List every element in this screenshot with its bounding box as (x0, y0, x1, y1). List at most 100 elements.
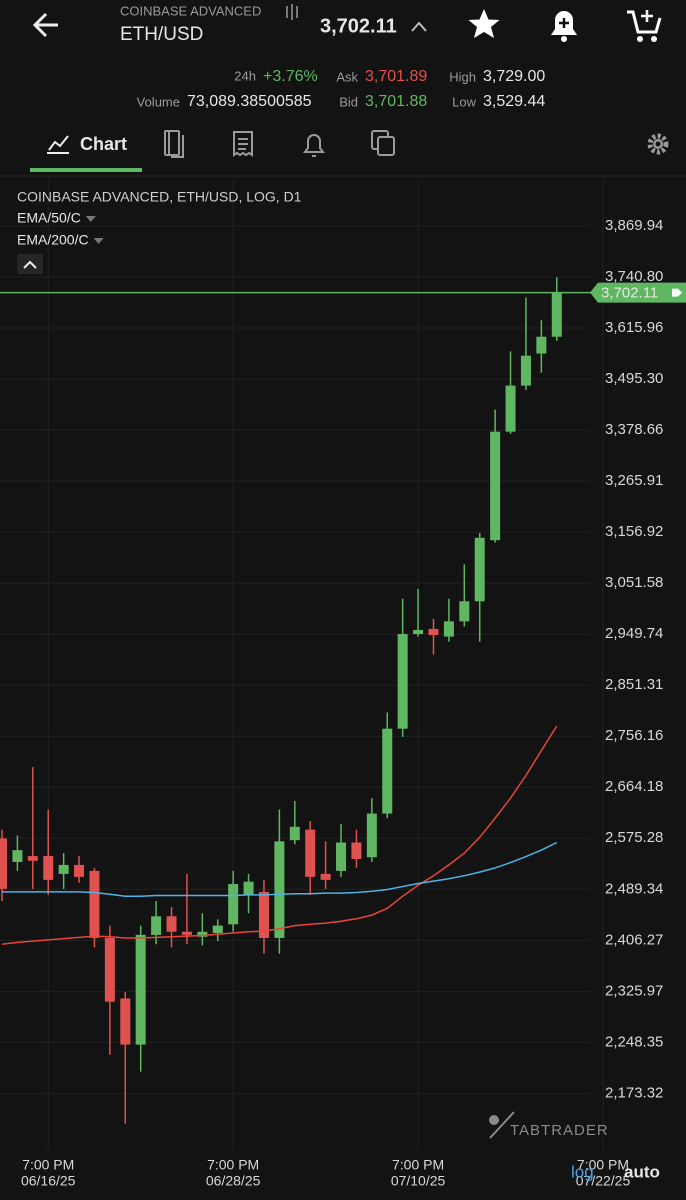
y-tick-label: 2,851.31 (605, 676, 663, 693)
x-tick-label: 7:00 PM (392, 1157, 444, 1173)
candle-body (197, 931, 208, 937)
candle-body (151, 916, 162, 935)
chart-title: COINBASE ADVANCED, ETH/USD, LOG, D1 (17, 189, 302, 205)
x-tick-label: 7:00 PM (577, 1157, 629, 1173)
stat-value: 73,089.38500585 (187, 93, 312, 110)
y-tick-label: 3,156.92 (605, 523, 663, 540)
cart-button[interactable] (627, 10, 662, 42)
y-tick-label: 2,949.74 (605, 625, 663, 642)
candle-body (258, 891, 269, 938)
ema-line (2, 841, 558, 897)
exchange: COINBASE ADVANCED (120, 3, 261, 18)
stat-label: Bid (339, 94, 358, 109)
stat-label: Low (452, 94, 476, 109)
tab-label: Chart (80, 134, 127, 154)
candle-body (166, 916, 177, 932)
plot (0, 277, 562, 1124)
candle-body (0, 838, 7, 889)
back-button[interactable] (32, 12, 58, 38)
favorite-button[interactable] (468, 9, 500, 38)
stat-value: 3,729.00 (483, 68, 545, 85)
alerts-tab[interactable] (303, 134, 325, 157)
stat-value: 3,701.88 (365, 93, 427, 110)
candle-body (181, 931, 192, 935)
y-tick-label: 3,051.58 (605, 574, 663, 591)
x-tick-label: 07/10/25 (391, 1173, 446, 1189)
ema-line (1, 725, 558, 945)
x-tick-label: 7:00 PM (207, 1157, 259, 1173)
x-tick-label: 06/16/25 (21, 1173, 76, 1189)
stat-label: Ask (336, 69, 358, 84)
x-tick-label: 7:00 PM (22, 1157, 74, 1173)
pair: ETH/USD (120, 24, 203, 45)
candle-body (474, 537, 485, 602)
y-tick-label: 2,664.18 (605, 778, 663, 795)
candle-body (320, 873, 331, 880)
y-tick-label: 3,265.91 (605, 472, 663, 489)
price-up-icon (411, 21, 427, 32)
candle-body (536, 336, 547, 354)
watermark-text: TABTRADER (510, 1122, 609, 1139)
exchange-icon (286, 4, 298, 20)
candle-body (120, 998, 131, 1045)
candle-body (27, 856, 38, 861)
candle-body (274, 841, 285, 938)
candle-body (12, 850, 23, 862)
y-tick-label: 3,869.94 (605, 217, 663, 234)
candle-body (443, 621, 454, 637)
y-tick-label: 3,378.66 (605, 421, 663, 438)
y-tick-label: 3,495.30 (605, 370, 663, 387)
candle-body (520, 355, 531, 386)
candle-body (490, 431, 501, 541)
y-tick-label: 2,406.27 (605, 931, 663, 948)
orders-tab[interactable] (233, 131, 253, 157)
candle-body (366, 813, 377, 858)
stat-value: 3,529.44 (483, 93, 545, 110)
last-price-label: 3,702.11 (601, 285, 658, 302)
candle-body (243, 881, 254, 895)
candle-body (413, 629, 424, 635)
collapse-button[interactable] (17, 254, 43, 274)
candle-body (135, 934, 146, 1045)
candle-body (212, 925, 223, 934)
candle-body (505, 385, 516, 432)
legend-label: EMA/200/C (17, 232, 89, 248)
stat-label: High (449, 69, 476, 84)
candle-body (43, 856, 54, 880)
price: 3,702.11 (320, 15, 397, 37)
orderbook-tab[interactable] (164, 130, 184, 158)
settings-button[interactable] (647, 133, 669, 155)
y-tick-label: 2,489.34 (605, 880, 663, 897)
legend-label: EMA/50/C (17, 210, 81, 226)
candle-body (305, 829, 316, 877)
tab-indicator (30, 168, 142, 172)
x-tick-label: 06/28/25 (206, 1173, 261, 1189)
fit-mode-button[interactable]: auto (624, 1162, 660, 1181)
candle-body (58, 864, 69, 874)
stat-value: +3.76% (263, 68, 318, 85)
candle-body (382, 728, 393, 814)
y-tick-label: 2,248.35 (605, 1033, 663, 1050)
stat-value: 3,701.89 (365, 68, 427, 85)
last-price-tag (590, 282, 686, 303)
candle-body (228, 884, 239, 925)
chart-tab[interactable]: Chart (30, 134, 142, 172)
y-tick-label: 3,615.96 (605, 319, 663, 336)
y-tick-label: 2,756.16 (605, 727, 663, 744)
tag-icon (672, 288, 682, 297)
legend-dropdown (93, 238, 104, 244)
alert-button[interactable] (551, 11, 577, 42)
y-tick-label: 2,173.32 (605, 1084, 663, 1101)
y-tick-label: 2,325.97 (605, 982, 663, 999)
candle-body (74, 864, 85, 877)
portfolio-tab[interactable] (371, 130, 395, 156)
candle-body (336, 842, 347, 871)
x-tick-label: 07/22/25 (576, 1173, 631, 1189)
y-tick-label: 2,575.28 (605, 829, 663, 846)
candle-body (551, 292, 562, 337)
scale-mode-button[interactable]: log (571, 1162, 594, 1181)
y-tick-label: 3,740.80 (605, 268, 663, 285)
